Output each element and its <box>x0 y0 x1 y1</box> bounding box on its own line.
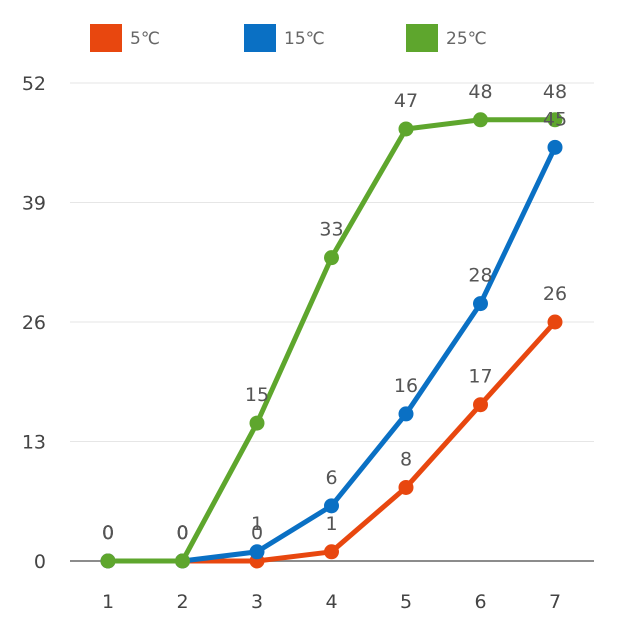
x-tick-label: 5 <box>400 591 412 613</box>
data-label: 0 <box>102 522 114 544</box>
data-point <box>324 544 339 560</box>
legend-swatch <box>406 24 438 52</box>
series-line <box>105 117 558 564</box>
data-label: 1 <box>251 513 263 535</box>
data-point <box>547 112 563 128</box>
data-point <box>547 139 563 155</box>
x-tick-label: 7 <box>549 591 561 613</box>
data-label: 15 <box>245 384 269 406</box>
legend-label: 5℃ <box>130 29 160 49</box>
data-point <box>324 250 339 266</box>
data-point <box>100 553 116 569</box>
legend: 5℃ 15℃ 25℃ <box>90 24 487 52</box>
data-label: 48 <box>543 81 567 103</box>
data-label: 0 <box>176 522 188 544</box>
data-point <box>473 112 488 128</box>
x-tick-label: 6 <box>474 591 486 613</box>
data-label: 26 <box>543 283 567 305</box>
y-tick-label: 26 <box>22 312 46 334</box>
data-point <box>324 498 339 514</box>
x-tick-label: 3 <box>251 591 263 613</box>
data-label: 28 <box>468 265 492 287</box>
y-axis-ticks: 0 13 26 39 52 <box>22 73 46 573</box>
data-label: 48 <box>468 81 492 103</box>
data-point <box>547 314 563 330</box>
x-tick-label: 2 <box>176 591 188 613</box>
data-label: 8 <box>400 448 412 470</box>
legend-swatch <box>244 24 276 52</box>
y-tick-label: 0 <box>34 551 46 573</box>
data-label: 0 <box>102 522 114 544</box>
data-label: 33 <box>319 219 343 241</box>
data-label: 0 <box>176 522 188 544</box>
x-tick-label: 1 <box>102 591 114 613</box>
data-label: 1 <box>325 513 337 535</box>
x-tick-label: 4 <box>325 591 337 613</box>
y-tick-label: 52 <box>22 73 46 95</box>
data-point <box>398 479 414 495</box>
data-label: 6 <box>325 467 337 489</box>
data-point <box>398 121 414 137</box>
data-label: 0 <box>102 522 114 544</box>
legend-swatch <box>90 24 122 52</box>
y-tick-label: 13 <box>22 432 46 454</box>
data-label: 0 <box>251 522 263 544</box>
gridlines <box>70 82 594 562</box>
data-label: 0 <box>176 522 188 544</box>
data-point <box>398 406 414 422</box>
y-tick-label: 39 <box>22 193 46 215</box>
data-label: 17 <box>468 366 492 388</box>
data-label: 16 <box>394 375 418 397</box>
legend-label: 15℃ <box>284 29 325 49</box>
data-point <box>473 397 488 413</box>
series-group <box>100 112 563 569</box>
legend-label: 25℃ <box>446 29 487 49</box>
data-point <box>473 296 488 312</box>
data-point <box>175 553 190 569</box>
data-point <box>249 544 265 560</box>
data-point <box>249 415 265 431</box>
x-axis-ticks: 1 2 3 4 5 6 7 <box>102 591 561 613</box>
data-label: 45 <box>543 108 567 130</box>
data-label: 47 <box>394 90 418 112</box>
